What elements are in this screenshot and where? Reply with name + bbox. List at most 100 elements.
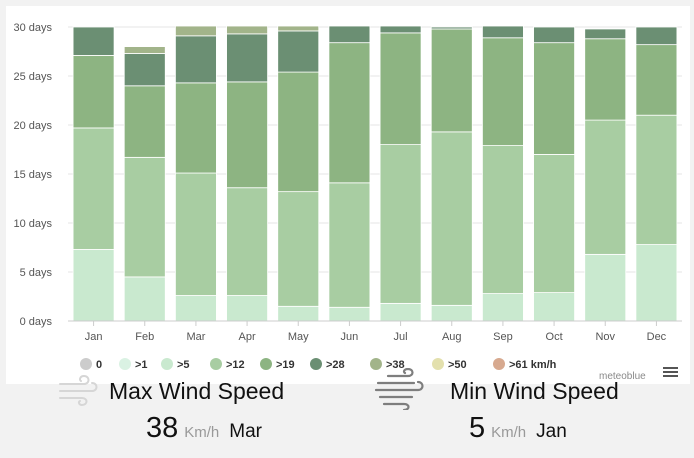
bar-segment-mar-5[interactable]	[175, 35, 217, 84]
y-tick-label: 30 days	[13, 22, 52, 34]
bar-segment-jan-4[interactable]	[72, 55, 115, 129]
bar-segment-feb-5[interactable]	[123, 53, 166, 87]
wind-speed-summary: Max Wind Speed 38 Km/h Mar Min Wind Speed …	[0, 368, 694, 458]
legend-item[interactable]: >5	[161, 358, 190, 371]
bar-segment-dec-2[interactable]	[635, 244, 678, 322]
chart-legend: 0 >1 >5 >12 >19 >28 >38 >50 >61 km/h	[80, 358, 557, 371]
bar-segment-nov-2[interactable]	[584, 253, 627, 322]
legend-item[interactable]: >61 km/h	[493, 358, 557, 371]
legend-item[interactable]: >19	[260, 358, 295, 371]
bar-segment-oct-2[interactable]	[533, 292, 575, 322]
legend-item[interactable]: >12	[210, 358, 245, 371]
x-tick-label: Aug	[442, 331, 462, 343]
x-tick-label: Jan	[85, 331, 103, 343]
x-tick-label: Dec	[647, 331, 667, 343]
max-wind-title: Max Wind Speed	[109, 378, 285, 404]
bar-segment-apr-4[interactable]	[226, 81, 268, 189]
bar-segment-dec-4[interactable]	[635, 44, 678, 116]
bar-segment-apr-6[interactable]	[226, 25, 268, 35]
bar-segment-may-5[interactable]	[277, 30, 320, 73]
bar-segment-feb-4[interactable]	[123, 85, 166, 158]
bar-segment-mar-4[interactable]	[175, 82, 217, 174]
bar-segment-dec-5[interactable]	[635, 26, 678, 46]
bar-segment-sep-2[interactable]	[482, 293, 524, 322]
bar-segment-jul-4[interactable]	[379, 32, 422, 146]
x-axis-ticks: Jan Feb Mar Apr May Jun Jul Aug Sep Oct Nov Dec	[68, 320, 682, 343]
bar-segment-sep-3[interactable]	[482, 145, 524, 294]
bar-segment-oct-4[interactable]	[533, 42, 575, 155]
bar-segment-jul-3[interactable]	[379, 144, 422, 304]
bar-segment-aug-2[interactable]	[430, 304, 473, 322]
legend-label: >61 km/h	[509, 359, 557, 371]
legend-label: >5	[177, 359, 190, 371]
x-tick-label: Sep	[493, 331, 513, 343]
legend-swatch	[260, 358, 272, 370]
legend-swatch	[80, 358, 92, 370]
bar-segment-jun-2[interactable]	[328, 306, 371, 322]
bar-segment-jan-2[interactable]	[72, 249, 115, 322]
max-wind-value: 38	[146, 412, 179, 444]
bar-segment-jun-3[interactable]	[328, 182, 371, 308]
min-wind-month: Jan	[536, 421, 567, 442]
chart-bars	[72, 25, 678, 322]
bar-segment-may-3[interactable]	[277, 191, 320, 307]
min-wind-value: 5	[469, 412, 486, 444]
bar-segment-sep-4[interactable]	[482, 37, 524, 146]
bar-segment-jul-2[interactable]	[379, 302, 422, 322]
bar-segment-apr-3[interactable]	[226, 187, 268, 296]
legend-item[interactable]: >1	[119, 358, 148, 371]
legend-item[interactable]: >38	[370, 358, 405, 371]
bar-segment-oct-5[interactable]	[533, 26, 575, 44]
bar-segment-jul-5[interactable]	[379, 25, 422, 34]
bar-segment-jun-4[interactable]	[328, 42, 371, 184]
legend-label: 0	[96, 359, 102, 371]
x-tick-label: Nov	[595, 331, 615, 343]
legend-item[interactable]: 0	[80, 358, 102, 371]
brand-label: meteoblue	[599, 371, 646, 382]
bar-segment-mar-2[interactable]	[175, 295, 217, 322]
bar-segment-aug-3[interactable]	[430, 131, 473, 306]
bar-segment-nov-5[interactable]	[584, 28, 627, 40]
legend-swatch	[161, 358, 173, 370]
bar-segment-apr-5[interactable]	[226, 33, 268, 83]
legend-item[interactable]: >28	[310, 358, 345, 371]
bar-segment-aug-4[interactable]	[430, 28, 473, 133]
legend-swatch	[370, 358, 382, 370]
min-wind-reading: 5 Km/h Jan	[469, 412, 567, 445]
chart-card: 0 days 5 days 10 days 15 days 20 days 25 days…	[6, 6, 690, 384]
min-wind-unit: Km/h	[491, 424, 527, 441]
bar-segment-mar-6[interactable]	[175, 25, 217, 37]
x-tick-label: May	[288, 331, 309, 343]
chart-grid	[68, 26, 682, 322]
x-tick-label: Apr	[239, 331, 256, 343]
bar-segment-nov-4[interactable]	[584, 38, 627, 121]
bar-segment-may-2[interactable]	[277, 305, 320, 322]
bar-segment-may-6[interactable]	[277, 25, 320, 32]
min-wind-title: Min Wind Speed	[450, 378, 619, 404]
legend-swatch	[432, 358, 444, 370]
bar-segment-jan-3[interactable]	[72, 127, 115, 250]
bar-segment-nov-3[interactable]	[584, 119, 627, 255]
x-tick-label: Oct	[546, 331, 563, 343]
legend-swatch	[310, 358, 322, 370]
bar-segment-feb-6[interactable]	[123, 46, 166, 54]
x-tick-label: Feb	[135, 331, 154, 343]
bar-segment-aug-5[interactable]	[430, 26, 473, 30]
y-tick-label: 15 days	[13, 169, 52, 181]
bar-segment-feb-3[interactable]	[123, 156, 166, 278]
legend-label: >38	[386, 359, 405, 371]
bar-segment-oct-3[interactable]	[533, 153, 575, 293]
bar-segment-jun-5[interactable]	[328, 25, 371, 44]
hamburger-menu-icon[interactable]	[663, 367, 678, 377]
y-tick-label: 25 days	[13, 71, 52, 83]
bar-segment-feb-2[interactable]	[123, 276, 166, 322]
legend-label: >12	[226, 359, 245, 371]
bar-segment-mar-3[interactable]	[175, 172, 217, 296]
legend-swatch	[119, 358, 131, 370]
legend-item[interactable]: >50	[432, 358, 467, 371]
bar-segment-jan-5[interactable]	[72, 26, 115, 56]
bar-segment-apr-2[interactable]	[226, 295, 268, 322]
bar-segment-may-4[interactable]	[277, 71, 320, 193]
bar-segment-sep-5[interactable]	[482, 25, 524, 39]
bar-segment-dec-3[interactable]	[635, 114, 678, 245]
